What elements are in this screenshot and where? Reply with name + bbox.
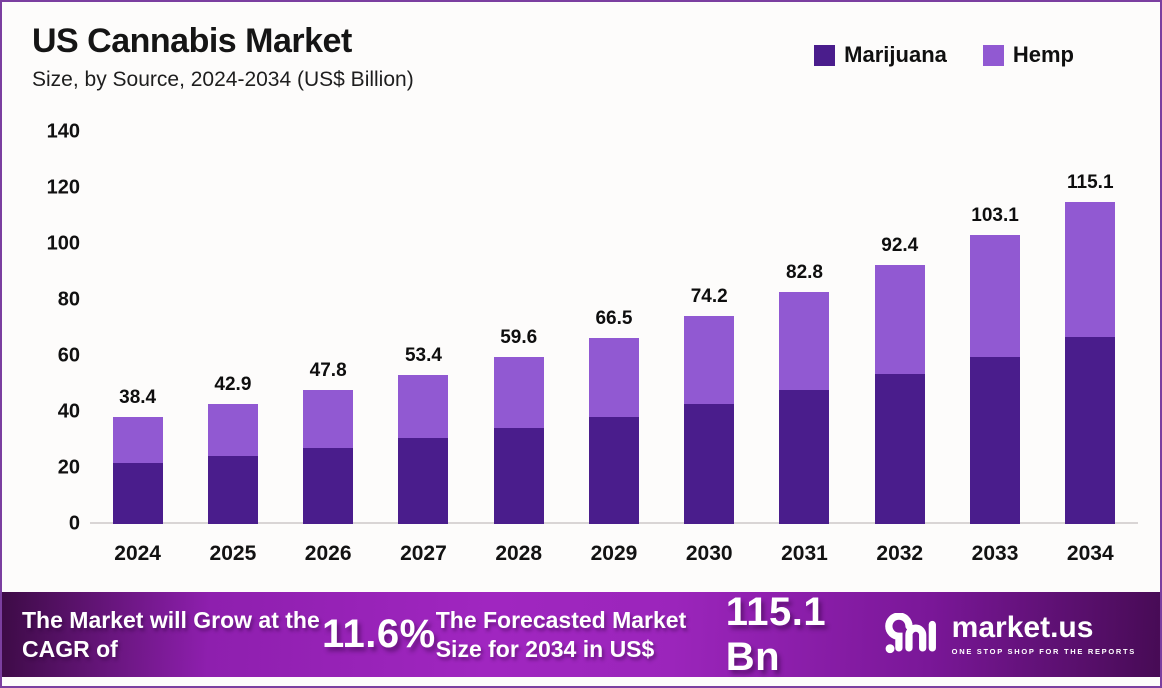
bar-2027-hemp bbox=[398, 374, 449, 439]
bar-2031-hemp bbox=[779, 292, 830, 391]
x-tick-2027: 2027 bbox=[400, 542, 447, 565]
legend-swatch-marijuana bbox=[814, 44, 836, 66]
x-tick-2024: 2024 bbox=[114, 542, 161, 565]
bar-stack-2032 bbox=[874, 265, 925, 524]
bar-value-label-2031: 82.8 bbox=[786, 262, 823, 284]
bar-group-2026: 47.8 bbox=[281, 132, 376, 524]
bar-stack-2033 bbox=[970, 235, 1021, 524]
bar-2032-hemp bbox=[874, 265, 925, 374]
brand-tagline: ONE STOP SHOP FOR THE REPORTS bbox=[951, 647, 1136, 656]
bar-2026-marijuana bbox=[303, 447, 354, 524]
legend-item-hemp: Hemp bbox=[982, 42, 1074, 68]
bar-stack-2027 bbox=[398, 374, 449, 524]
bar-stack-2026 bbox=[303, 390, 354, 524]
bar-2033-hemp bbox=[970, 235, 1021, 357]
bar-group-2030: 74.2 bbox=[662, 132, 757, 524]
x-tick-2029: 2029 bbox=[590, 542, 638, 565]
y-tick-100: 100 bbox=[46, 232, 80, 255]
cagr-value: 11.6% bbox=[322, 612, 436, 656]
y-axis: 0 20 40 60 80 100 120 140 bbox=[22, 121, 80, 535]
bar-value-label-2030: 74.2 bbox=[690, 286, 728, 308]
chart-subtitle: Size, by Source, 2024-2034 (US$ Billion) bbox=[32, 68, 414, 91]
bar-stack-2034 bbox=[1065, 201, 1116, 524]
y-tick-80: 80 bbox=[57, 288, 80, 311]
forecast-value: 115.1 Bn bbox=[725, 589, 827, 679]
bar-2024-marijuana bbox=[112, 462, 163, 524]
bar-2032-marijuana bbox=[874, 373, 925, 524]
plot-area: 38.4 42.9 47.8 53.4 59.6 66.5 74.2 82.8 92.4 103.… bbox=[90, 132, 1138, 524]
bar-2033-marijuana bbox=[970, 356, 1021, 524]
bar-stack-2028 bbox=[493, 357, 544, 524]
bar-value-label-2033: 103.1 bbox=[971, 205, 1019, 227]
bar-stack-2025 bbox=[207, 403, 258, 524]
bar-group-2025: 42.9 bbox=[185, 132, 280, 524]
bar-2026-hemp bbox=[303, 390, 354, 448]
bar-group-2029: 66.5 bbox=[566, 132, 661, 524]
forecast-label: The Forecasted Market Size for 2034 in U… bbox=[435, 607, 687, 662]
x-axis: 2024 2025 2026 2027 2028 2029 2030 2031 2032 2033… bbox=[90, 542, 1138, 566]
bar-2028-marijuana bbox=[493, 427, 544, 524]
bar-value-label-2025: 42.9 bbox=[214, 373, 252, 395]
bar-value-label-2028: 59.6 bbox=[500, 327, 538, 349]
bar-2025-marijuana bbox=[207, 455, 258, 524]
brand-name: market.us bbox=[951, 611, 1094, 644]
bar-value-label-2024: 38.4 bbox=[119, 386, 157, 408]
bar-2027-marijuana bbox=[398, 438, 449, 524]
bar-value-label-2032: 92.4 bbox=[881, 235, 919, 257]
bar-value-label-2034: 115.1 bbox=[1067, 171, 1114, 193]
bar-group-2031: 82.8 bbox=[757, 132, 852, 524]
bar-group-2033: 103.1 bbox=[947, 132, 1042, 524]
market-us-brand: market.us ONE STOP SHOP FOR THE REPORTS bbox=[884, 611, 1136, 657]
bar-group-2034: 115.1 bbox=[1043, 132, 1138, 524]
x-tick-2028: 2028 bbox=[495, 542, 543, 565]
bar-value-label-2029: 66.5 bbox=[595, 307, 633, 329]
bar-series-container: 38.4 42.9 47.8 53.4 59.6 66.5 74.2 82.8 92.4 103.… bbox=[90, 132, 1138, 524]
bar-group-2032: 92.4 bbox=[852, 132, 947, 524]
y-tick-60: 60 bbox=[57, 344, 80, 367]
bar-2031-marijuana bbox=[779, 390, 830, 524]
brand-text: market.us ONE STOP SHOP FOR THE REPORTS bbox=[951, 611, 1136, 657]
bar-2029-marijuana bbox=[588, 417, 639, 524]
bar-value-label-2027: 53.4 bbox=[404, 344, 442, 366]
y-tick-20: 20 bbox=[57, 456, 80, 479]
x-tick-2030: 2030 bbox=[685, 542, 733, 565]
y-tick-0: 0 bbox=[68, 512, 80, 535]
cagr-label: The Market will Grow at the CAGR of bbox=[22, 607, 320, 662]
x-tick-2034: 2034 bbox=[1066, 542, 1114, 565]
bar-2034-hemp bbox=[1065, 201, 1116, 337]
market-us-logo-icon bbox=[884, 612, 936, 653]
bar-stack-2024 bbox=[112, 416, 163, 524]
bar-2030-hemp bbox=[684, 316, 735, 405]
legend-label: Hemp bbox=[1012, 42, 1074, 67]
bar-stack-2029 bbox=[588, 337, 639, 524]
legend-label: Marijuana bbox=[844, 42, 947, 67]
legend-swatch-hemp bbox=[982, 44, 1004, 66]
bar-value-label-2026: 47.8 bbox=[309, 360, 347, 382]
x-tick-2031: 2031 bbox=[781, 542, 828, 565]
bar-2029-hemp bbox=[588, 337, 639, 418]
y-tick-40: 40 bbox=[57, 400, 80, 423]
bar-2034-marijuana bbox=[1065, 336, 1116, 524]
chart-header: US Cannabis Market Size, by Source, 2024… bbox=[32, 22, 414, 92]
bar-group-2028: 59.6 bbox=[471, 132, 566, 524]
footer-banner: The Market will Grow at the CAGR of 11.6… bbox=[2, 589, 1160, 679]
bar-2024-hemp bbox=[112, 416, 163, 463]
bar-2025-hemp bbox=[207, 403, 258, 456]
legend-item-marijuana: Marijuana bbox=[814, 42, 947, 68]
bar-stack-2031 bbox=[779, 292, 830, 524]
bar-stack-2030 bbox=[684, 316, 735, 524]
y-tick-120: 120 bbox=[46, 176, 80, 199]
chart-title: US Cannabis Market bbox=[32, 22, 352, 60]
bar-group-2024: 38.4 bbox=[90, 132, 185, 524]
x-tick-2026: 2026 bbox=[304, 542, 352, 565]
x-tick-2032: 2032 bbox=[876, 542, 924, 565]
bar-2028-hemp bbox=[493, 357, 544, 428]
legend: Marijuana Hemp bbox=[814, 42, 1074, 68]
y-tick-140: 140 bbox=[46, 120, 80, 143]
bar-group-2027: 53.4 bbox=[376, 132, 471, 524]
bar-2030-marijuana bbox=[684, 404, 735, 524]
x-tick-2025: 2025 bbox=[209, 542, 257, 565]
x-tick-2033: 2033 bbox=[971, 542, 1019, 565]
